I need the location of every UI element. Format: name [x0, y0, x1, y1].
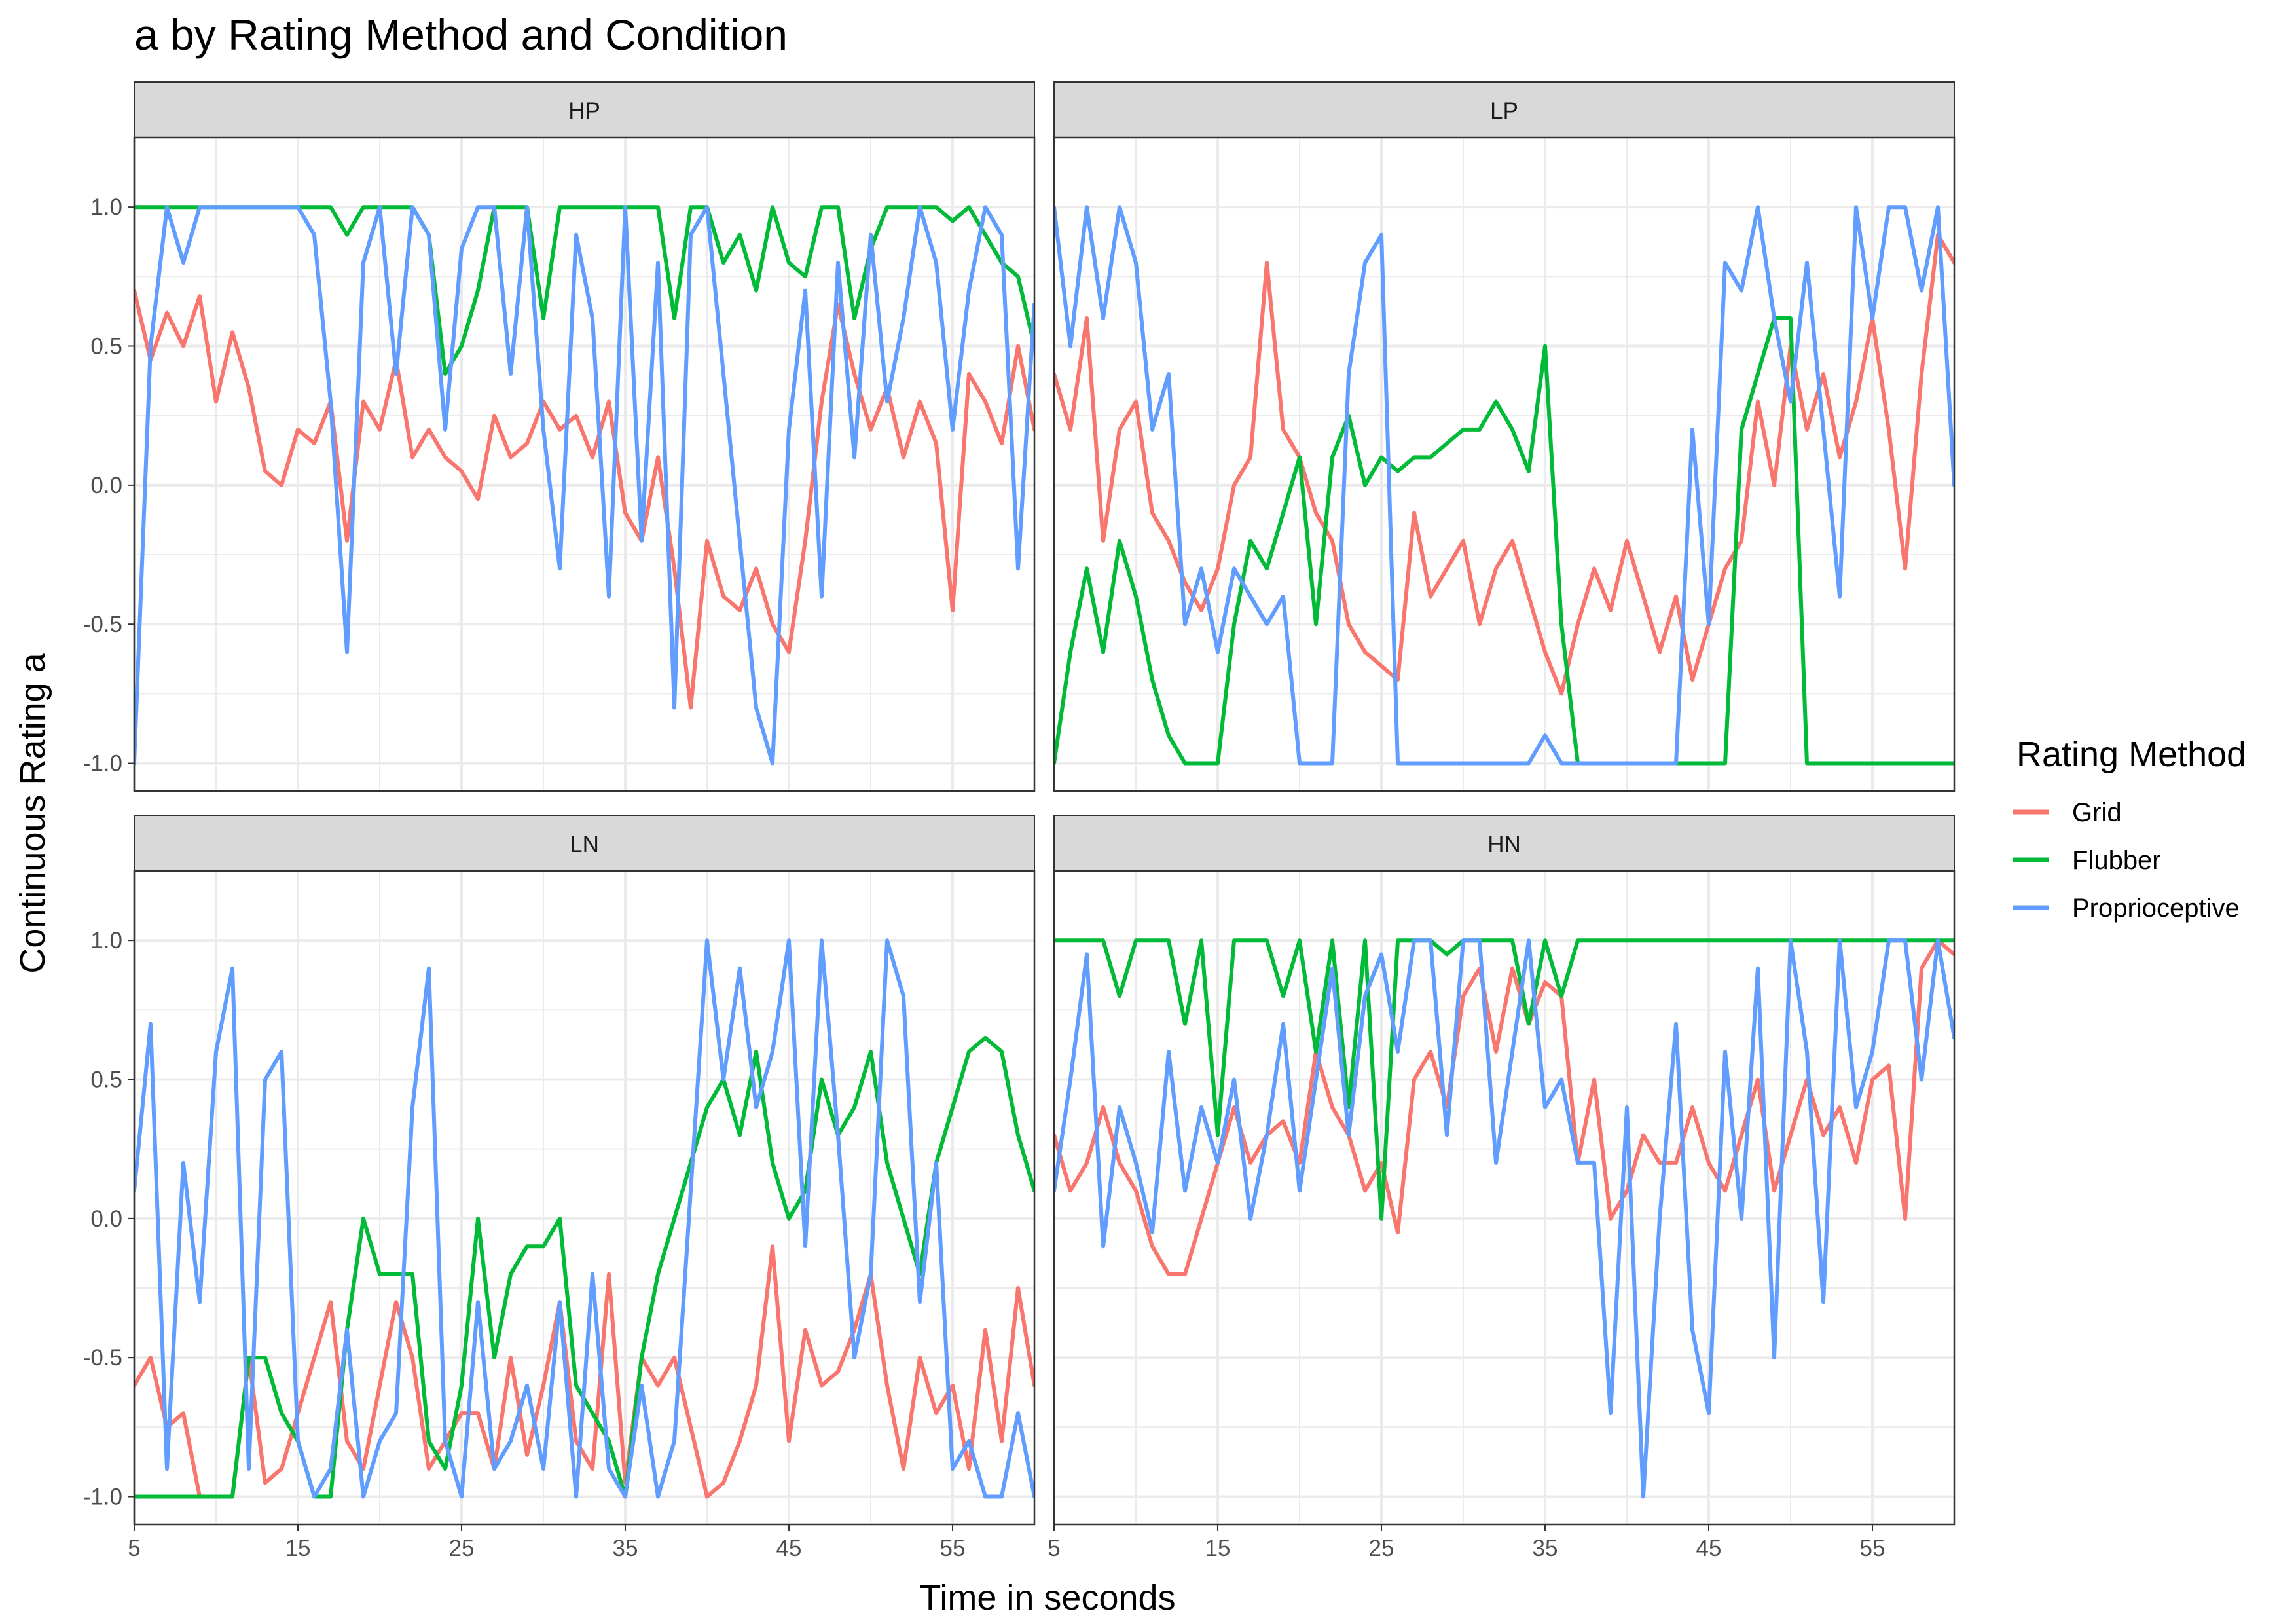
legend-title: Rating Method	[2016, 735, 2246, 774]
y-axis-title: Continuous Rating a	[13, 652, 52, 973]
series-line-grid	[134, 288, 1034, 710]
strip-label: HP	[568, 98, 600, 124]
strip-label: LP	[1490, 98, 1518, 124]
x-tick-label: 5	[128, 1536, 140, 1561]
y-tick-label: 0.0	[90, 1206, 122, 1232]
x-tick-label: 15	[1205, 1536, 1231, 1561]
legend-label: Flubber	[2072, 846, 2161, 875]
y-tick-label: -1.0	[83, 1485, 122, 1510]
x-tick-label: 45	[1696, 1536, 1722, 1561]
x-tick-label: 55	[1860, 1536, 1886, 1561]
y-tick-label: 1.0	[90, 194, 122, 220]
series-line-proprioceptive	[1054, 938, 1954, 1499]
panel-background	[1054, 871, 1954, 1524]
strip-background	[134, 81, 1035, 138]
panel-ln: LN -1.0 -0.5 0.0 0.5 1.0 5 15 25 35 45 55	[83, 815, 1036, 1561]
y-tick-label: 0.5	[90, 334, 122, 360]
strip-background	[134, 815, 1035, 872]
panel-border	[133, 136, 1036, 792]
x-axis-title: Time in seconds	[919, 1578, 1175, 1617]
y-tick-label: 1.0	[90, 928, 122, 953]
strip-label: LN	[570, 832, 599, 857]
legend: Rating Method Grid Flubber Proprioceptive	[2013, 735, 2246, 923]
panel-border	[1053, 870, 1956, 1526]
y-tick-label: -1.0	[83, 751, 122, 777]
series-line-grid	[1054, 232, 1954, 696]
panel-background	[134, 871, 1034, 1524]
panel-hp: HP -1.0 -0.5 0.0 0.5 1.0	[83, 81, 1036, 792]
chart-title: a by Rating Method and Condition	[134, 10, 788, 59]
legend-label: Proprioceptive	[2072, 894, 2240, 923]
x-tick-label: 35	[1533, 1536, 1558, 1561]
x-tick-label: 25	[449, 1536, 475, 1561]
series-line-proprioceptive	[1054, 205, 1954, 766]
panel-background	[134, 138, 1034, 791]
panel-border	[133, 870, 1036, 1526]
series-line-grid	[134, 1244, 1034, 1499]
x-tick-label: 25	[1369, 1536, 1394, 1561]
x-tick-label: 15	[285, 1536, 311, 1561]
panel-lp: LP	[1053, 81, 1956, 792]
series-lines	[1054, 205, 1954, 766]
y-tick-label: -0.5	[83, 1345, 122, 1371]
x-tick-label: 45	[776, 1536, 802, 1561]
series-line-grid	[1054, 938, 1954, 1276]
y-tick-label: 0.0	[90, 473, 122, 498]
legend-label: Grid	[2072, 798, 2122, 827]
x-tick-label: 35	[613, 1536, 638, 1561]
panel-background	[1054, 138, 1954, 791]
series-line-flubber	[1054, 316, 1954, 766]
legend-item-proprioceptive: Proprioceptive	[2013, 894, 2240, 923]
strip-label: HN	[1487, 832, 1521, 857]
y-tick-label: -0.5	[83, 612, 122, 637]
x-tick-label: 5	[1048, 1536, 1060, 1561]
panel-border	[1053, 136, 1956, 792]
panels: HP -1.0 -0.5 0.0 0.5 1.0 LP LN -1.0 -0.5 0.0 0.5 1.0…	[83, 81, 1956, 1561]
y-tick-label: 0.5	[90, 1067, 122, 1093]
panel-hn: HN 5 15 25 35 45 55	[1048, 815, 1956, 1561]
legend-item-flubber: Flubber	[2013, 846, 2161, 875]
series-line-proprioceptive	[134, 938, 1034, 1499]
strip-background	[1053, 815, 1955, 872]
series-line-proprioceptive	[134, 205, 1034, 766]
x-tick-label: 55	[940, 1536, 966, 1561]
series-lines	[1054, 938, 1954, 1499]
series-lines	[134, 938, 1034, 1499]
legend-item-grid: Grid	[2013, 798, 2122, 827]
series-line-flubber	[1054, 938, 1954, 1221]
series-lines	[134, 205, 1034, 766]
